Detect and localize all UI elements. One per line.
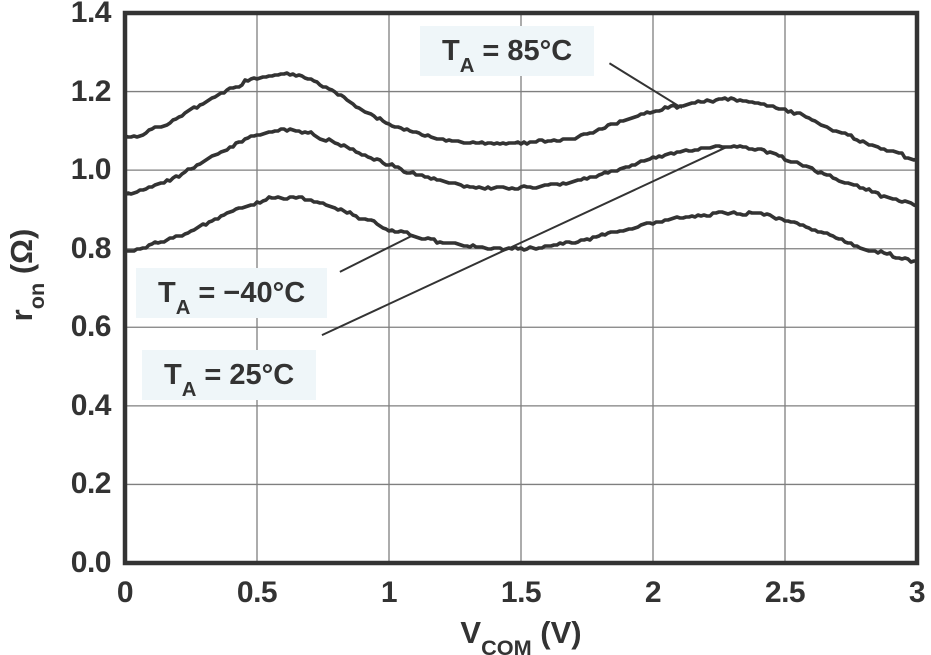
y-tick-label: 0.2	[70, 467, 112, 500]
x-tick-label: 0.5	[236, 576, 278, 609]
leader-line	[339, 234, 415, 273]
x-axis-title: VCOM (V)	[125, 616, 917, 655]
x-tick-label: 2.5	[764, 576, 806, 609]
leader-line	[608, 62, 683, 109]
annotation-ta-85c: TA = 85°C	[420, 26, 595, 76]
y-axis-title-subscript: on	[24, 282, 50, 310]
y-tick-label: 0.6	[70, 310, 112, 343]
plot-frame	[122, 10, 920, 566]
leader-line	[321, 146, 728, 337]
y-tick-label: 0.0	[70, 546, 112, 579]
x-tick-label: 3	[908, 576, 926, 609]
annotation-ta-minus40c: TA = −40°C	[136, 268, 328, 318]
curve-ta-minus40c	[123, 195, 919, 264]
x-tick-label: 1.5	[500, 576, 542, 609]
y-tick-label: 0.8	[70, 232, 112, 265]
curve-ta-25c	[123, 127, 919, 208]
y-tick-label: 1.0	[70, 153, 112, 186]
y-axis-title: ron (Ω)	[4, 228, 50, 322]
y-tick-label: 1.2	[70, 75, 112, 108]
annotation-ta-25c: TA = 25°C	[142, 350, 317, 400]
y-tick-label: 0.4	[70, 389, 112, 422]
y-tick-label: 1.4	[70, 0, 112, 29]
x-tick-label: 0	[116, 576, 134, 609]
x-tick-label: 2	[644, 576, 662, 609]
curve-ta-85c	[123, 71, 919, 162]
x-axis-title-subscript: COM	[481, 635, 532, 655]
x-tick-label: 1	[380, 576, 398, 609]
